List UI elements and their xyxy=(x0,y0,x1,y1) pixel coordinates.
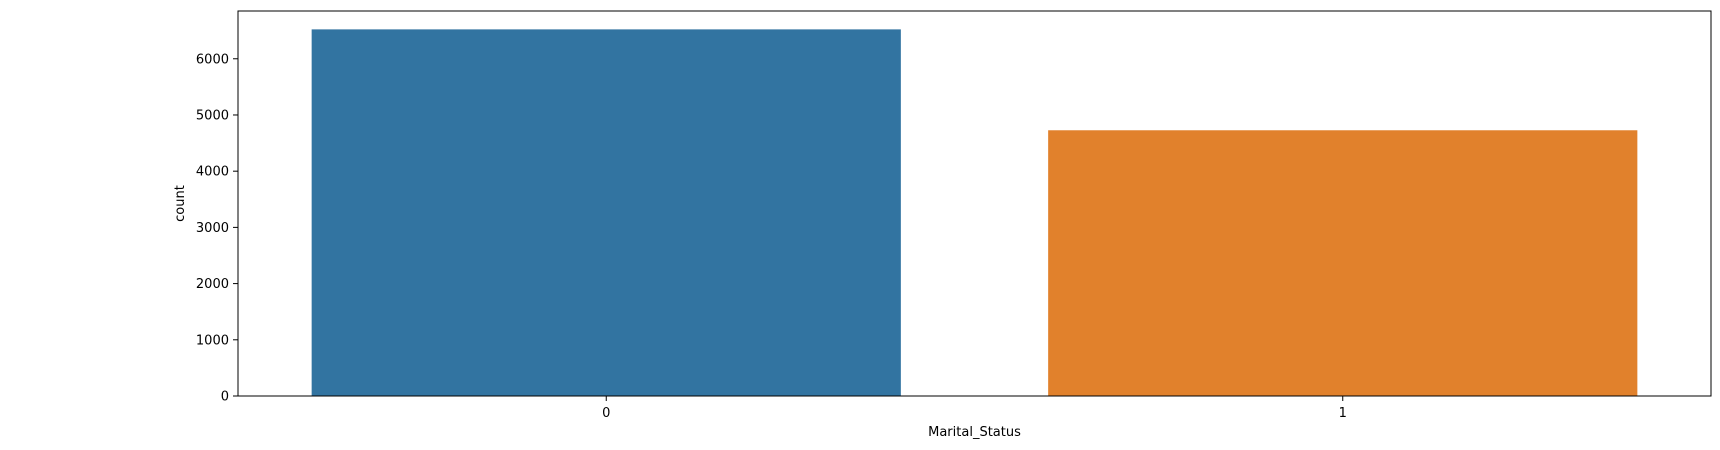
y-tick-label: 0 xyxy=(221,390,229,405)
y-axis-ticks: 0 1000 2000 3000 4000 5000 6000 xyxy=(196,52,238,405)
y-tick-label: 3000 xyxy=(196,221,229,236)
x-tick-label: 0 xyxy=(602,406,610,421)
plot-frame xyxy=(237,10,1712,397)
y-axis-label: count xyxy=(173,185,188,222)
y-tick-label: 5000 xyxy=(196,108,229,123)
y-tick-label: 1000 xyxy=(196,333,229,348)
x-tick-label: 1 xyxy=(1339,406,1347,421)
y-tick-label: 2000 xyxy=(196,277,229,292)
x-axis-label: Marital_Status xyxy=(928,425,1021,440)
y-tick-label: 6000 xyxy=(196,52,229,67)
bar-1 xyxy=(1048,130,1638,396)
y-tick-label: 4000 xyxy=(196,165,229,180)
bars-group xyxy=(311,29,1638,396)
bar-0 xyxy=(311,29,901,396)
